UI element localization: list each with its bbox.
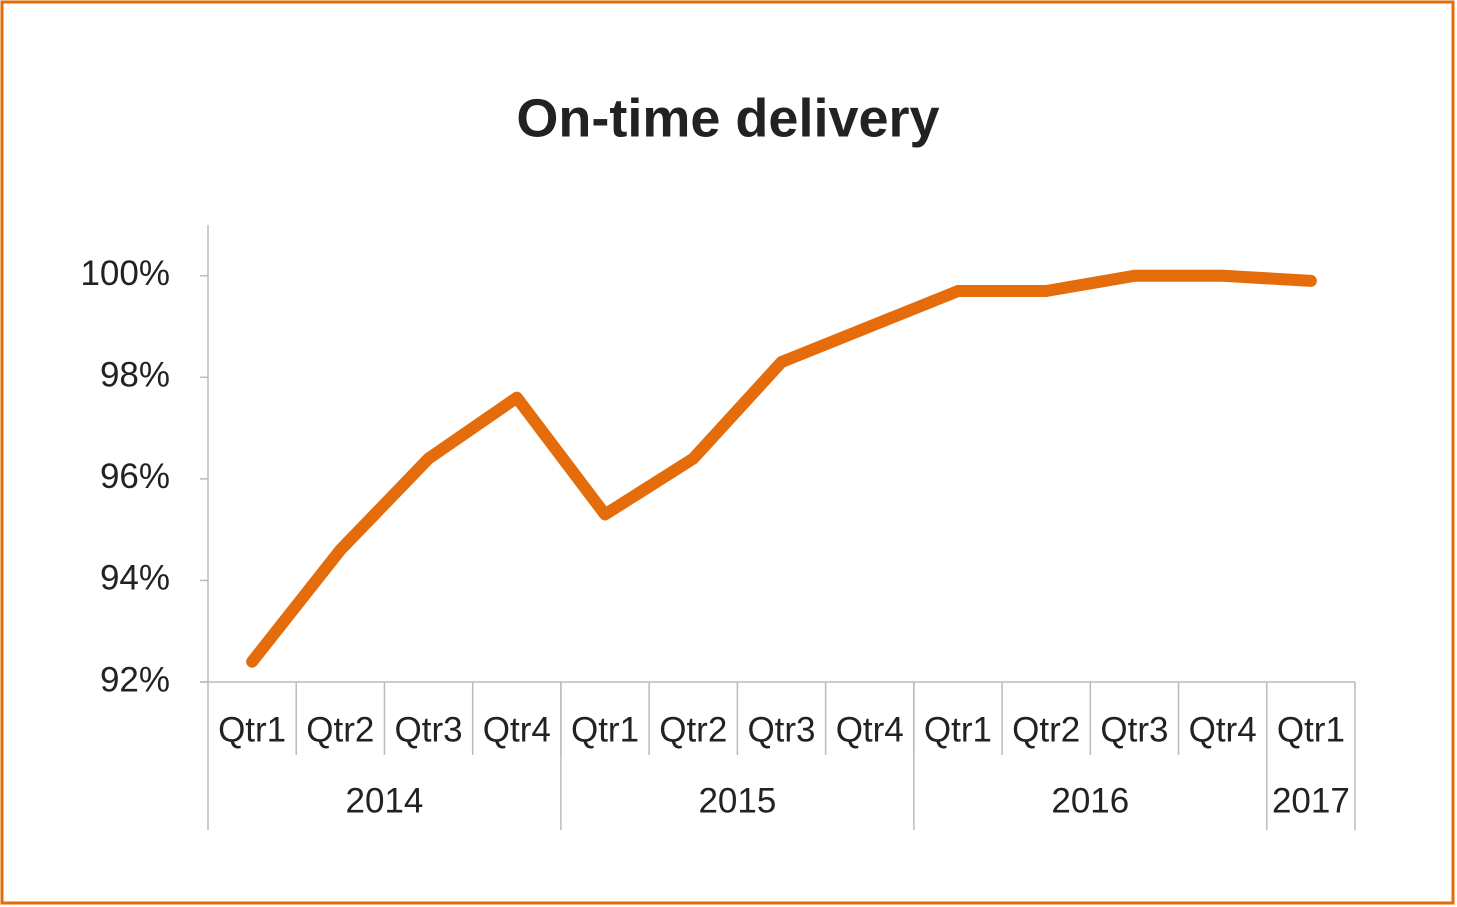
group-label: 2017 <box>1272 781 1350 820</box>
chart-title: On-time delivery <box>516 88 939 148</box>
x-tick-label: Qtr3 <box>1100 710 1168 749</box>
series-line <box>246 269 1317 668</box>
x-tick-label: Qtr4 <box>483 710 551 749</box>
y-tick-label: 92% <box>100 660 170 699</box>
y-tick-label: 98% <box>100 356 170 395</box>
x-tick-label: Qtr3 <box>395 710 463 749</box>
group-label: 2014 <box>346 781 424 820</box>
x-tick-label: Qtr2 <box>659 710 727 749</box>
x-tick-label: Qtr1 <box>1277 710 1345 749</box>
x-tick-label: Qtr2 <box>306 710 374 749</box>
x-tick-label: Qtr1 <box>571 710 639 749</box>
x-tick-label: Qtr4 <box>1189 710 1257 749</box>
x-tick-label: Qtr2 <box>1012 710 1080 749</box>
x-tick-label: Qtr1 <box>218 710 286 749</box>
group-label: 2016 <box>1051 781 1129 820</box>
y-tick-label: 100% <box>80 254 170 293</box>
y-tick-label: 96% <box>100 457 170 496</box>
x-tick-label: Qtr3 <box>747 710 815 749</box>
x-tick-label: Qtr1 <box>924 710 992 749</box>
group-label: 2015 <box>698 781 776 820</box>
y-tick-label: 94% <box>100 559 170 598</box>
x-tick-label: Qtr4 <box>836 710 904 749</box>
